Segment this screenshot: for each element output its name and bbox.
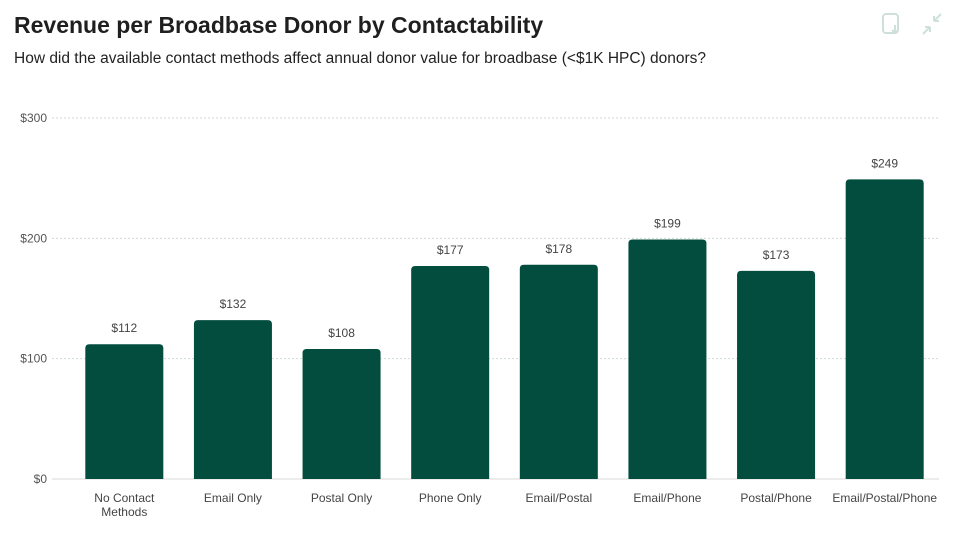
download-icon[interactable] xyxy=(881,12,903,36)
chart-subtitle: How did the available contact methods af… xyxy=(14,50,707,67)
y-tick-label: $0 xyxy=(34,472,48,486)
x-tick-label-line: Email Only xyxy=(204,491,262,505)
y-tick-label: $100 xyxy=(20,352,47,366)
x-tick-label-line: Postal/Phone xyxy=(740,491,812,505)
bar[interactable] xyxy=(737,270,816,479)
x-tick-label-line: No Contact xyxy=(94,491,155,505)
bar[interactable] xyxy=(302,349,381,479)
x-tick-label: Email Only xyxy=(204,491,262,505)
x-tick-label-line: Phone Only xyxy=(419,491,482,505)
x-tick-label-line: Email/Phone xyxy=(633,491,701,505)
x-tick-label: Phone Only xyxy=(419,491,482,505)
data-label: $112 xyxy=(111,321,137,335)
bar[interactable] xyxy=(85,344,164,479)
bar[interactable] xyxy=(411,266,490,479)
bar[interactable] xyxy=(193,320,272,479)
data-label: $178 xyxy=(545,242,572,256)
bar[interactable] xyxy=(628,239,707,479)
data-label: $173 xyxy=(763,248,790,262)
x-tick-label: No Contact Methods xyxy=(94,491,155,519)
x-tick-label-line: Postal Only xyxy=(311,491,372,505)
x-tick-label: Email/Postal xyxy=(525,491,592,505)
x-tick-label-line: Email/Postal/Phone xyxy=(832,491,937,505)
data-label: $108 xyxy=(328,326,355,340)
data-label: $132 xyxy=(220,297,247,311)
x-tick-label: Email/Phone xyxy=(633,491,701,505)
y-tick-label: $200 xyxy=(20,231,47,245)
x-tick-label: Postal/Phone xyxy=(740,491,812,505)
x-tick-label-line: Methods xyxy=(101,505,147,519)
y-tick-label: $300 xyxy=(20,111,47,125)
data-label: $199 xyxy=(654,217,681,231)
bar[interactable] xyxy=(519,264,598,479)
x-tick-label-line: Email/Postal xyxy=(525,491,592,505)
data-label: $177 xyxy=(437,243,464,257)
x-tick-label: Email/Postal/Phone xyxy=(832,491,937,505)
bar[interactable] xyxy=(845,179,924,479)
data-label: $249 xyxy=(871,156,898,170)
chart-title: Revenue per Broadbase Donor by Contactab… xyxy=(14,12,544,38)
x-tick-label: Postal Only xyxy=(311,491,372,505)
collapse-icon[interactable] xyxy=(921,12,943,36)
